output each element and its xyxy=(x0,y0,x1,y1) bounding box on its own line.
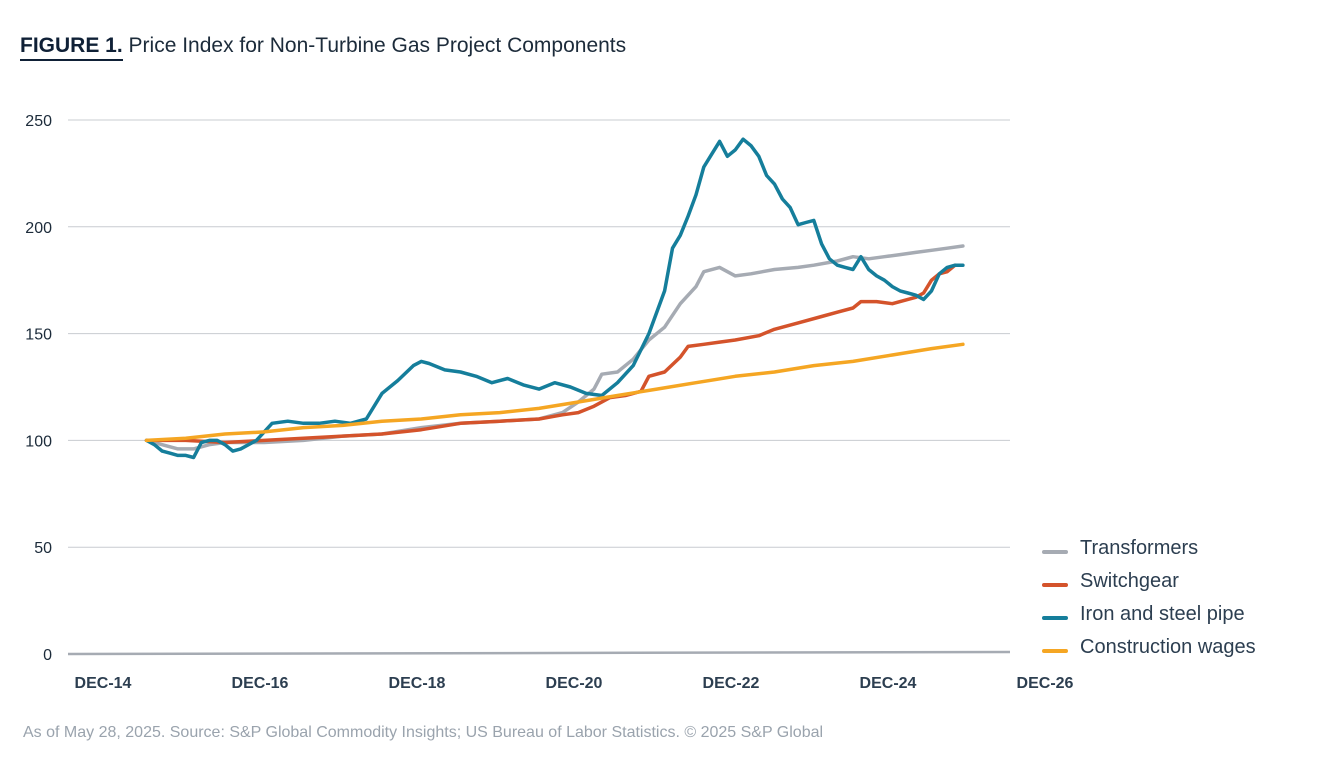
gridlines xyxy=(67,119,1011,656)
x-tick-label: DEC-22 xyxy=(703,675,760,692)
x-tick-label: DEC-14 xyxy=(75,675,132,692)
x-axis-baseline xyxy=(67,650,1011,656)
source-note: As of May 28, 2025. Source: S&P Global C… xyxy=(23,724,824,741)
legend-swatch xyxy=(1042,648,1068,653)
y-tick-label: 50 xyxy=(34,540,52,557)
figure-title-text: Price Index for Non-Turbine Gas Project … xyxy=(128,34,627,57)
x-tick-label: DEC-18 xyxy=(389,675,446,692)
y-tick-label: 100 xyxy=(25,433,52,450)
legend-item-iron-and-steel-pipe: Iron and steel pipe xyxy=(1042,598,1256,631)
series-line-iron-and-steel-pipe xyxy=(144,137,965,460)
x-tick-label: DEC-26 xyxy=(1017,675,1074,692)
legend-label: Construction wages xyxy=(1080,636,1256,658)
legend-label: Transformers xyxy=(1080,537,1199,559)
x-tick-label: DEC-24 xyxy=(860,675,917,692)
y-axis-ticks: 0 50 100 150 200 250 xyxy=(25,113,52,664)
y-tick-label: 250 xyxy=(25,113,52,130)
legend-item-switchgear: Switchgear xyxy=(1042,565,1256,598)
x-tick-label: DEC-16 xyxy=(232,675,289,692)
series-line-switchgear xyxy=(144,263,957,445)
legend-item-construction-wages: Construction wages xyxy=(1042,631,1256,664)
figure-title: FIGURE 1. Price Index for Non-Turbine Ga… xyxy=(20,34,627,61)
y-tick-label: 0 xyxy=(43,647,52,664)
legend-swatch xyxy=(1042,549,1068,554)
legend-swatch xyxy=(1042,582,1068,587)
x-tick-label: DEC-20 xyxy=(546,675,603,692)
series-lines xyxy=(144,137,965,460)
y-tick-label: 200 xyxy=(25,220,52,237)
legend-label: Switchgear xyxy=(1080,570,1179,592)
x-axis-ticks: DEC-14 DEC-16 DEC-18 DEC-20 DEC-22 DEC-24 DEC-… xyxy=(75,675,1074,692)
series-line-construction-wages xyxy=(144,342,965,443)
legend: Transformers Switchgear Iron and steel pip… xyxy=(1042,532,1256,664)
legend-label: Iron and steel pipe xyxy=(1080,603,1245,625)
figure-label: FIGURE 1. xyxy=(20,34,123,61)
series-line-transformers xyxy=(144,244,965,451)
y-tick-label: 150 xyxy=(25,327,52,344)
legend-swatch xyxy=(1042,615,1068,620)
legend-item-transformers: Transformers xyxy=(1042,532,1256,565)
